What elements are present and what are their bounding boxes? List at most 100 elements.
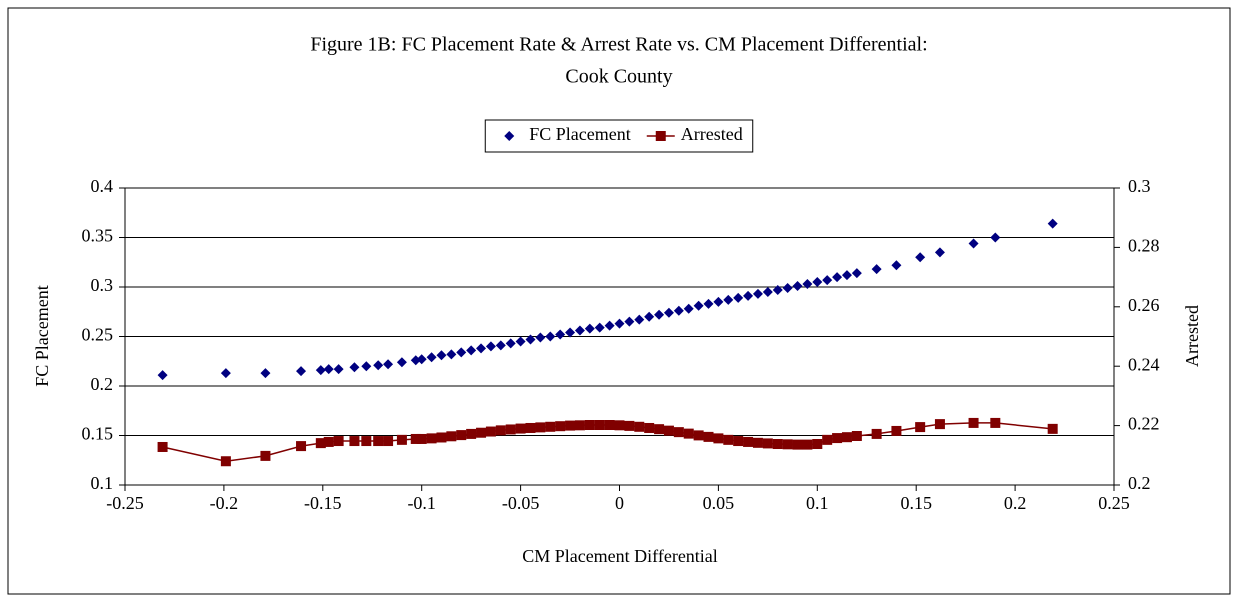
x-tick-label: -0.25 bbox=[106, 493, 144, 513]
point bbox=[624, 316, 635, 327]
point bbox=[476, 427, 487, 438]
point bbox=[373, 436, 384, 447]
point bbox=[260, 368, 271, 379]
point bbox=[535, 332, 546, 343]
point bbox=[333, 364, 344, 375]
point bbox=[361, 436, 372, 447]
point bbox=[574, 325, 585, 336]
point bbox=[673, 427, 684, 438]
point bbox=[485, 426, 496, 437]
point bbox=[555, 329, 566, 340]
point bbox=[934, 419, 945, 430]
point bbox=[792, 439, 803, 450]
x-tick-label: 0.15 bbox=[900, 493, 932, 513]
point bbox=[565, 420, 576, 431]
point bbox=[361, 361, 372, 372]
point bbox=[614, 420, 625, 431]
x-tick-label: -0.2 bbox=[210, 493, 239, 513]
point bbox=[822, 275, 833, 286]
point bbox=[782, 439, 793, 450]
chart-title: Figure 1B: FC Placement Rate & Arrest Ra… bbox=[310, 34, 927, 56]
point bbox=[594, 322, 605, 333]
legend-box bbox=[484, 119, 754, 153]
point bbox=[772, 439, 783, 450]
point bbox=[349, 362, 360, 373]
point bbox=[545, 421, 556, 432]
point bbox=[743, 436, 754, 447]
x-tick-label: 0.1 bbox=[806, 493, 829, 513]
point bbox=[693, 300, 704, 311]
point bbox=[515, 336, 526, 347]
chart-border bbox=[7, 7, 1231, 595]
y-tick-label: 0.1 bbox=[91, 473, 114, 493]
legend-label: Arrested bbox=[681, 124, 743, 144]
point bbox=[802, 279, 813, 290]
point bbox=[772, 284, 783, 295]
point bbox=[812, 439, 823, 450]
point bbox=[802, 439, 813, 450]
point bbox=[315, 438, 326, 449]
point bbox=[614, 318, 625, 329]
point bbox=[968, 238, 979, 249]
point bbox=[220, 368, 231, 379]
point bbox=[466, 345, 477, 356]
point bbox=[349, 436, 360, 447]
point bbox=[733, 292, 744, 303]
point bbox=[654, 309, 665, 320]
point bbox=[436, 350, 447, 361]
point bbox=[446, 431, 457, 442]
point bbox=[703, 298, 714, 309]
point bbox=[505, 338, 516, 349]
chart-subtitle: Cook County bbox=[565, 66, 672, 88]
point bbox=[525, 334, 536, 345]
point bbox=[383, 436, 394, 447]
y-tick-label: 0.15 bbox=[82, 424, 114, 444]
y-tick-label: 0.35 bbox=[82, 226, 114, 246]
x-tick-label: 0.2 bbox=[1004, 493, 1027, 513]
point bbox=[891, 260, 902, 271]
y-tick-label: 0.4 bbox=[91, 176, 114, 196]
point bbox=[743, 290, 754, 301]
point bbox=[220, 456, 231, 467]
point bbox=[703, 431, 714, 442]
legend-marker bbox=[655, 131, 666, 141]
point bbox=[157, 370, 168, 381]
point bbox=[323, 436, 334, 447]
point bbox=[644, 311, 655, 322]
point bbox=[333, 436, 344, 447]
x-tick-label: 0.05 bbox=[703, 493, 735, 513]
point bbox=[296, 441, 307, 452]
y2-tick-label: 0.26 bbox=[1128, 295, 1160, 315]
point bbox=[426, 433, 437, 444]
point bbox=[1047, 218, 1058, 229]
point bbox=[663, 425, 674, 436]
y2-tick-label: 0.2 bbox=[1128, 473, 1151, 493]
point bbox=[822, 434, 833, 445]
point bbox=[535, 422, 546, 433]
point bbox=[495, 340, 506, 351]
point bbox=[260, 450, 271, 461]
point bbox=[915, 422, 926, 433]
point bbox=[733, 436, 744, 447]
y2-tick-label: 0.3 bbox=[1128, 176, 1151, 196]
y-tick-label: 0.2 bbox=[91, 374, 114, 394]
point bbox=[383, 359, 394, 370]
point bbox=[713, 296, 724, 307]
point bbox=[752, 288, 763, 299]
point bbox=[762, 286, 773, 297]
point bbox=[495, 425, 506, 436]
point bbox=[396, 357, 407, 368]
point bbox=[683, 303, 694, 314]
point bbox=[525, 422, 536, 433]
legend: FC Placement Arrested bbox=[484, 119, 754, 153]
point bbox=[485, 341, 496, 352]
point bbox=[915, 252, 926, 263]
point bbox=[851, 268, 862, 279]
point bbox=[990, 232, 1001, 243]
point bbox=[934, 247, 945, 258]
point bbox=[891, 425, 902, 436]
point bbox=[841, 432, 852, 443]
point bbox=[515, 423, 526, 434]
point bbox=[466, 428, 477, 439]
point bbox=[476, 343, 487, 354]
